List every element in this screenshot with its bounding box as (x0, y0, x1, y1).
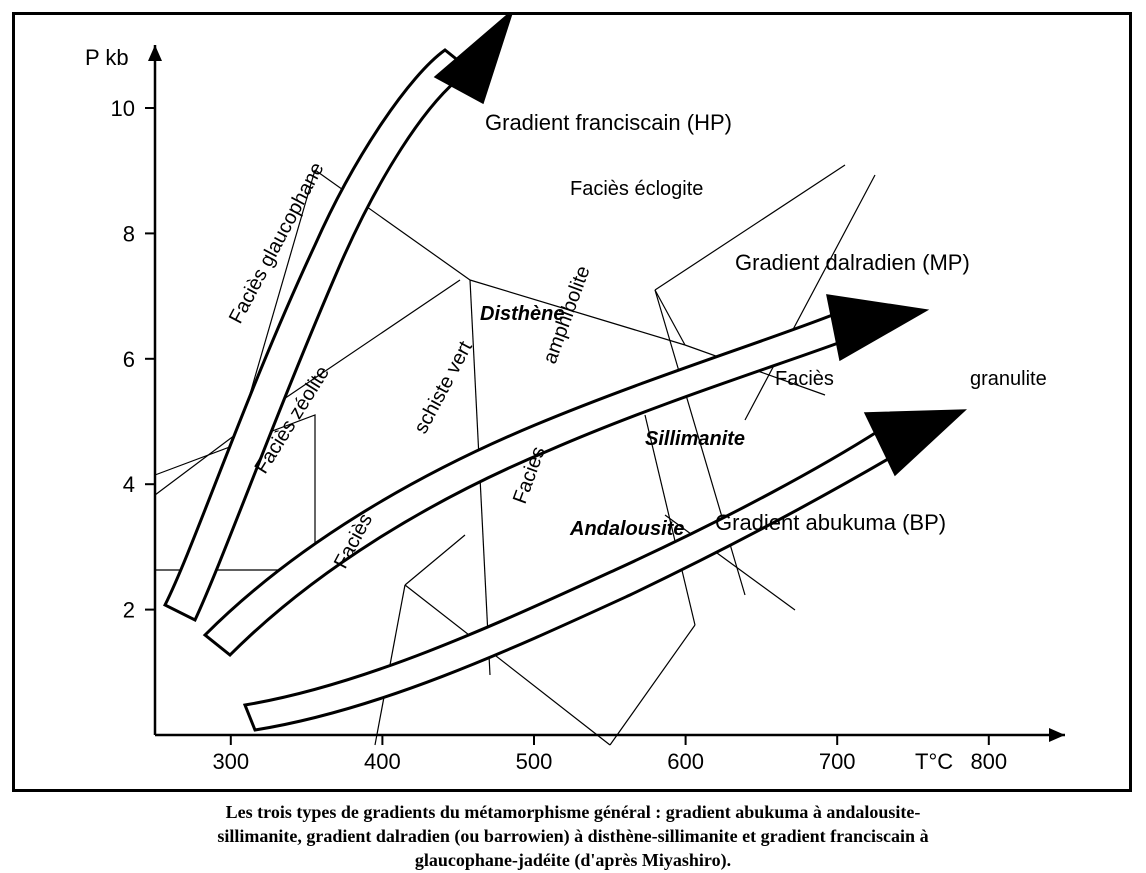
y-axis-label: P kb (85, 45, 129, 70)
facies-label: Sillimanite (645, 428, 745, 450)
caption-line-1: Les trois types de gradients du métamorp… (226, 802, 921, 822)
gradient-franciscain-body (165, 50, 470, 620)
facies-label: Faciès (775, 368, 834, 390)
gradient-abukuma-label: Gradient abukuma (BP) (715, 510, 946, 535)
y-tick-label: 2 (123, 598, 135, 623)
y-tick-label: 4 (123, 472, 135, 497)
x-tick-label: 700 (819, 749, 856, 774)
y-tick-label: 6 (123, 347, 135, 372)
y-tick-label: 10 (111, 96, 135, 121)
facies-label: schiste vert (410, 337, 477, 437)
x-tick-label: 800 (970, 749, 1007, 774)
x-axis-label: T°C (915, 749, 953, 774)
y-tick-label: 8 (123, 221, 135, 246)
y-axis-arrow (148, 45, 162, 61)
pt-diagram: 300 400 500 600 700 800 2 4 6 8 10 T°C P kb Gradient … (15, 15, 1129, 789)
x-tick-label: 300 (212, 749, 249, 774)
gradient-dalradien-arrowhead (827, 295, 927, 360)
facies-boundary (610, 625, 695, 745)
gradient-franciscain-label: Gradient franciscain (HP) (485, 110, 732, 135)
facies-label: granulite (970, 368, 1047, 390)
facies-label: Faciès éclogite (570, 178, 703, 200)
x-tick-label: 600 (667, 749, 704, 774)
gradient-abukuma-body (245, 430, 895, 730)
gradient-dalradien-label: Gradient dalradien (MP) (735, 250, 970, 275)
caption-line-3: glaucophane-jadéite (d'après Miyashiro). (415, 850, 731, 870)
x-tick-label: 400 (364, 749, 401, 774)
facies-boundary (405, 535, 465, 585)
facies-label: Andalousite (569, 518, 684, 540)
caption-line-2: sillimanite, gradient dalradien (ou barr… (217, 826, 928, 846)
plot-frame: 300 400 500 600 700 800 2 4 6 8 10 T°C P kb Gradient … (12, 12, 1132, 792)
x-tick-label: 500 (516, 749, 553, 774)
x-axis-arrow (1049, 728, 1065, 742)
figure-caption: Les trois types de gradients du métamorp… (0, 800, 1146, 872)
